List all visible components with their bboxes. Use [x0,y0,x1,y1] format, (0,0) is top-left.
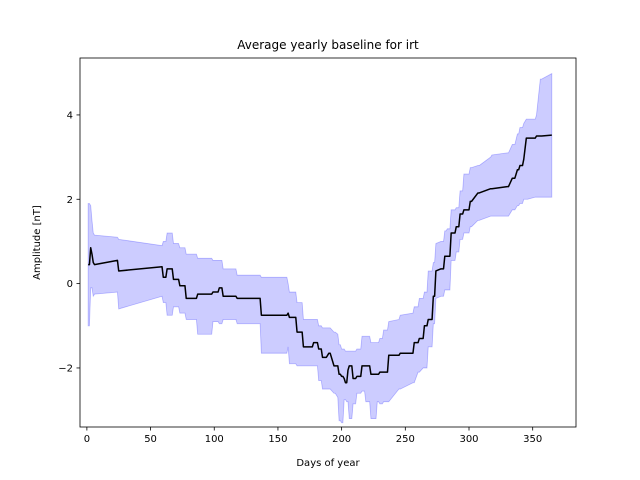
data-layer [87,72,553,424]
y-tick-label: 2 [67,195,73,206]
x-tick-label: 50 [144,434,157,445]
chart-title: Average yearly baseline for irt [237,38,419,52]
confidence-band [87,72,553,424]
x-tick-label: 250 [396,434,415,445]
y-tick-label: 4 [67,110,73,121]
x-tick-label: 150 [268,434,287,445]
x-axis: 0 50 100 150 200 250 300 350 [84,427,542,445]
plot-frame [79,57,577,428]
x-tick-label: 0 [84,434,90,445]
x-tick-label: 300 [459,434,478,445]
y-axis: −2 0 2 4 [58,110,80,374]
mean-line [88,134,552,384]
y-tick-label: −2 [58,363,73,374]
y-axis-label: Amplitude [nT] [32,205,43,280]
plot-area [79,57,577,428]
y-tick-label: 0 [67,279,73,290]
x-tick-label: 350 [523,434,542,445]
x-axis-label: Days of year [296,458,360,469]
x-tick-label: 200 [332,434,351,445]
x-tick-label: 100 [205,434,224,445]
